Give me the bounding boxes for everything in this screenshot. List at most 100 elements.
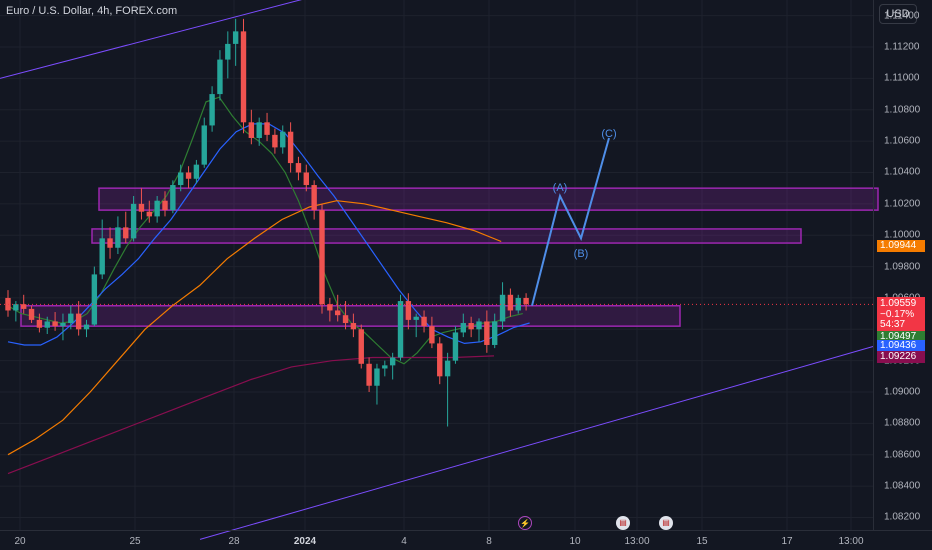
candle-body [91,274,98,325]
candle-body [452,332,459,361]
time-tick-label: 28 [228,536,240,547]
price-tick-label: 1.08200 [884,511,921,523]
us-flag-icon[interactable]: ▤ [616,516,630,530]
candle-body [75,313,82,330]
candle-body [193,164,200,179]
last-change-label: −0.17% [880,309,915,320]
ma-slow-line [7,200,502,456]
candle-body [256,122,262,138]
candle-body [44,321,50,328]
candle-body [311,185,317,211]
candle-body [327,304,333,311]
wave-label-c: (C) [601,128,617,140]
candle-body [185,172,192,179]
candle-body [201,125,207,165]
price-tick-label: 1.10800 [884,104,921,116]
candle-body [405,301,412,320]
elliott-projection-path [531,137,610,307]
last-price-label: 1.09559 [880,298,917,309]
candle-body [413,316,419,320]
time-tick-label: 8 [486,536,492,547]
time-tick-label: 13:00 [624,536,650,547]
price-axis-divider [873,0,874,530]
price-tick-label: 1.10400 [884,166,921,178]
price-tick-label: 1.08600 [884,449,921,461]
candle-body [515,297,521,311]
candle-body [499,294,506,322]
time-tick-label: 20 [14,536,26,547]
candle-body [178,172,184,186]
channel-lower-line [199,346,874,540]
resistance-zone-3 [20,305,681,327]
ma-slow-price-label: 1.09944 [877,240,925,252]
price-tick-label: 1.10000 [884,229,921,241]
currency-selector[interactable]: USD [879,4,917,24]
ma-long-line [7,355,495,475]
resistance-zone-1 [98,187,879,211]
candle-body [303,172,309,186]
candle-body [429,326,435,344]
candle-body [460,323,466,333]
candle-body [162,200,168,211]
candle-body [342,315,349,324]
candle-body [350,323,357,330]
candle-body [444,360,451,377]
candle-body [170,185,176,211]
candle-body [468,323,474,330]
candle-body [335,310,341,316]
price-tick-label: 1.09800 [884,261,921,273]
candle-body [240,31,247,123]
candle-body [272,134,278,148]
candle-body [507,294,514,311]
resistance-zone-2 [91,228,802,244]
candle-body [374,368,380,386]
time-axis-divider [0,530,932,531]
price-tick-label: 1.11400 [884,10,920,22]
time-tick-label: 2024 [293,536,317,547]
candle-body [358,329,364,364]
time-tick-label: 25 [129,536,141,547]
bar-countdown-label: 54:37 [880,319,906,330]
candle-body [232,31,239,44]
last-price-box: 1.09559 −0.17% 54:37 [877,297,925,331]
time-tick-label: 10 [569,536,581,547]
time-tick-label: 17 [781,536,793,547]
candle-body [217,59,223,95]
price-tick-label: 1.10600 [884,135,921,147]
candle-body [107,238,113,248]
candle-body [248,122,255,138]
candle-body [366,363,372,386]
wave-label-b: (B) [573,248,589,260]
candle-body [287,131,294,164]
wave-label-a: (A) [552,182,568,194]
candle-body [115,227,121,248]
candle-body [280,131,286,148]
candle-body [99,238,105,275]
ma-mid-price-label: 1.09436 [877,340,925,352]
time-tick-label: 15 [696,536,708,547]
price-tick-label: 1.08800 [884,417,921,429]
candle-body [60,323,66,327]
candle-body [523,297,529,305]
candle-body [130,203,137,239]
candle-body [123,227,129,239]
candle-body [492,321,498,345]
channel-upper-line [0,0,302,79]
us-flag-icon[interactable]: ▤ [659,516,673,530]
candle-body [484,321,490,345]
ma-long-price-label: 1.09226 [877,351,925,363]
lightning-icon[interactable]: ⚡ [518,516,532,530]
time-tick-label: 4 [401,536,407,547]
candle-body [437,343,443,377]
price-tick-label: 1.10200 [884,198,921,210]
candle-body [264,122,270,135]
price-tick-label: 1.09000 [884,386,921,398]
candle-body [397,301,404,358]
candle-body [209,94,215,126]
candle-body [83,324,90,330]
candle-body [476,321,482,330]
price-tick-label: 1.11000 [884,72,920,84]
candle-body [389,357,396,366]
candle-body [421,316,427,327]
